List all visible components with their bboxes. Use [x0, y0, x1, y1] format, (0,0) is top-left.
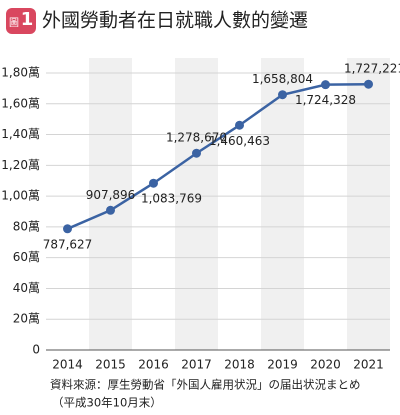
y-tick-label: 1,60萬	[1, 96, 40, 110]
data-label: 1,460,463	[209, 134, 270, 148]
badge	[6, 8, 36, 34]
x-tick-label: 2019	[267, 358, 298, 372]
y-tick-label: 0	[32, 343, 40, 357]
data-label: 1,724,328	[295, 93, 356, 107]
column-band	[89, 58, 132, 350]
column-band	[175, 58, 218, 350]
y-tick-label: 40萬	[13, 281, 40, 295]
data-label: 1,083,769	[141, 192, 202, 206]
x-tick-label: 2016	[138, 358, 169, 372]
y-tick-label: 60萬	[13, 250, 40, 264]
marker	[63, 224, 72, 234]
y-tick-label: 20萬	[13, 312, 40, 326]
source: 資料來源：厚生勞動省「外国人雇用状況」の届出状況まとめ	[50, 378, 361, 392]
x-tick-label: 2015	[95, 358, 126, 372]
y-tick-label: 1,20萬	[1, 158, 40, 172]
x-tick-label: 2014	[52, 358, 83, 372]
marker	[235, 120, 244, 130]
data-label: 787,627	[43, 237, 93, 251]
source: （平成30年10月末）	[52, 396, 162, 410]
column-band	[261, 58, 304, 350]
column-band	[347, 58, 390, 350]
y-tick-label: 80萬	[13, 219, 40, 233]
x-tick-label: 2018	[224, 358, 255, 372]
badge-number: 1	[21, 9, 34, 30]
marker	[364, 79, 373, 89]
line	[67, 82, 369, 230]
marker	[106, 205, 115, 215]
y-tick-label: 1,40萬	[1, 127, 40, 141]
data-label: 1,278,670	[166, 131, 227, 145]
data-label: 1,658,804	[252, 72, 313, 86]
marker	[278, 90, 287, 100]
marker	[149, 178, 158, 188]
x-tick-label: 2021	[353, 358, 384, 372]
y-tick-label: 1,80萬	[1, 66, 40, 80]
y-tick-label: 1,00萬	[1, 189, 40, 203]
marker	[321, 80, 330, 90]
data-label: 1,727,221	[344, 62, 400, 76]
badge-prefix: 圖	[9, 17, 19, 29]
x-tick-label: 2020	[310, 358, 341, 372]
data-label: 907,896	[86, 188, 136, 202]
chart-title: 外國勞動者在日就職人數的變遷	[42, 10, 308, 32]
x-tick-label: 2017	[181, 358, 212, 372]
marker	[192, 148, 201, 158]
